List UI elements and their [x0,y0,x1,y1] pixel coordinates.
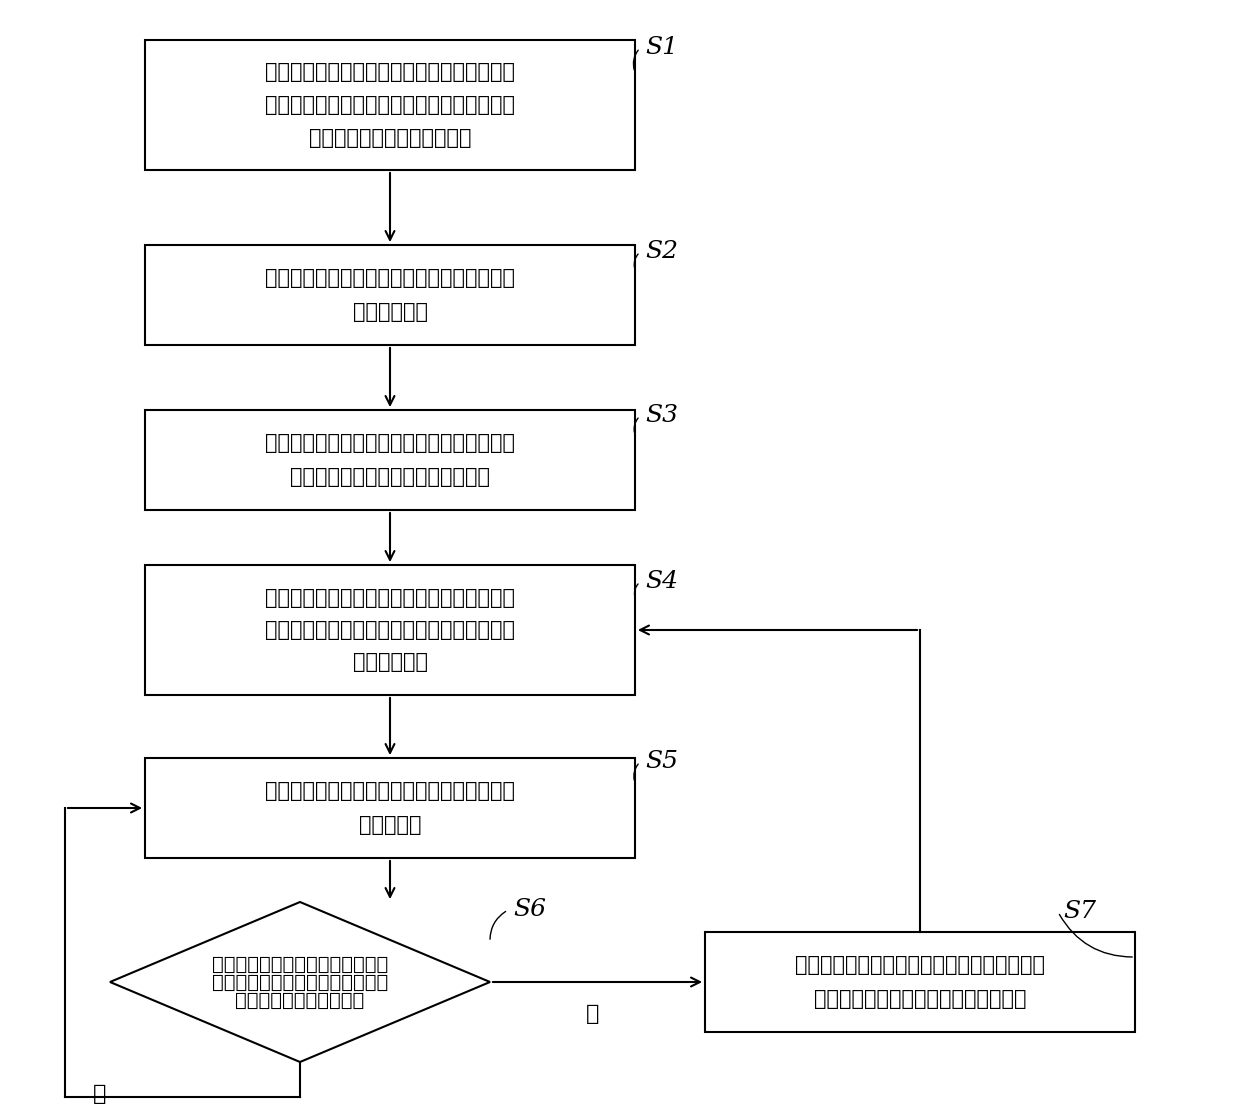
Text: 否: 否 [585,1004,599,1024]
Text: 在终端的第二位置信息满足预设条: 在终端的第二位置信息满足预设条 [212,955,388,974]
Text: S7: S7 [1063,900,1096,923]
Text: S4: S4 [645,570,678,594]
Text: 是: 是 [93,1084,107,1103]
Text: S3: S3 [645,405,678,427]
Text: 获取终端的实时位置信息，并作为终端的第二: 获取终端的实时位置信息，并作为终端的第二 [265,781,515,802]
Bar [145,758,635,858]
Bar [145,565,635,695]
Text: 子区域，并将终端设置在当前子区域对应的资: 子区域，并将终端设置在当前子区域对应的资 [265,620,515,639]
Bar [145,410,635,510]
Text: 将终端从资源树的当前节点删除，并将终端的: 将终端从资源树的当前节点删除，并将终端的 [795,956,1045,975]
Text: S5: S5 [645,750,678,774]
Text: 件时，根据终端的第二位置信息判: 件时，根据终端的第二位置信息判 [212,973,388,992]
Text: 前位置信息，并作为第一位置信息；: 前位置信息，并作为第一位置信息； [290,466,490,486]
Text: S2: S2 [645,240,678,264]
Text: S6: S6 [513,899,546,921]
Text: 获取预监测区域的地理信息，根据第一预设条: 获取预监测区域的地理信息，根据第一预设条 [265,63,515,83]
Text: 根据终端的第一位置信息确认终端对应的当前: 根据终端的第一位置信息确认终端对应的当前 [265,587,515,607]
Text: 根据子区域生成资源树，资源树的每个节点与: 根据子区域生成资源树，资源树的每个节点与 [265,268,515,288]
Bar [706,932,1135,1032]
Text: 位置信息；: 位置信息； [358,815,422,835]
Bar [145,245,635,345]
Text: 源树的节点下: 源树的节点下 [352,653,428,673]
Text: 件将预监测区域进行划分，以获取多个子区域: 件将预监测区域进行划分，以获取多个子区域 [265,95,515,115]
Text: S1: S1 [645,37,678,59]
Bar [145,40,635,170]
Text: 针对所述预监测区域内的任一终端，获取其当: 针对所述预监测区域内的任一终端，获取其当 [265,434,515,453]
Text: 定终端是否在当前子区域: 定终端是否在当前子区域 [236,991,365,1010]
Text: 子区域对应；: 子区域对应； [352,302,428,322]
Text: 第二位置信息设定为新的第一位置信息: 第二位置信息设定为新的第一位置信息 [813,988,1027,1008]
Polygon shape [110,902,490,1062]
Text: ，每个子区域对应一位置范围: ，每个子区域对应一位置范围 [309,127,471,148]
